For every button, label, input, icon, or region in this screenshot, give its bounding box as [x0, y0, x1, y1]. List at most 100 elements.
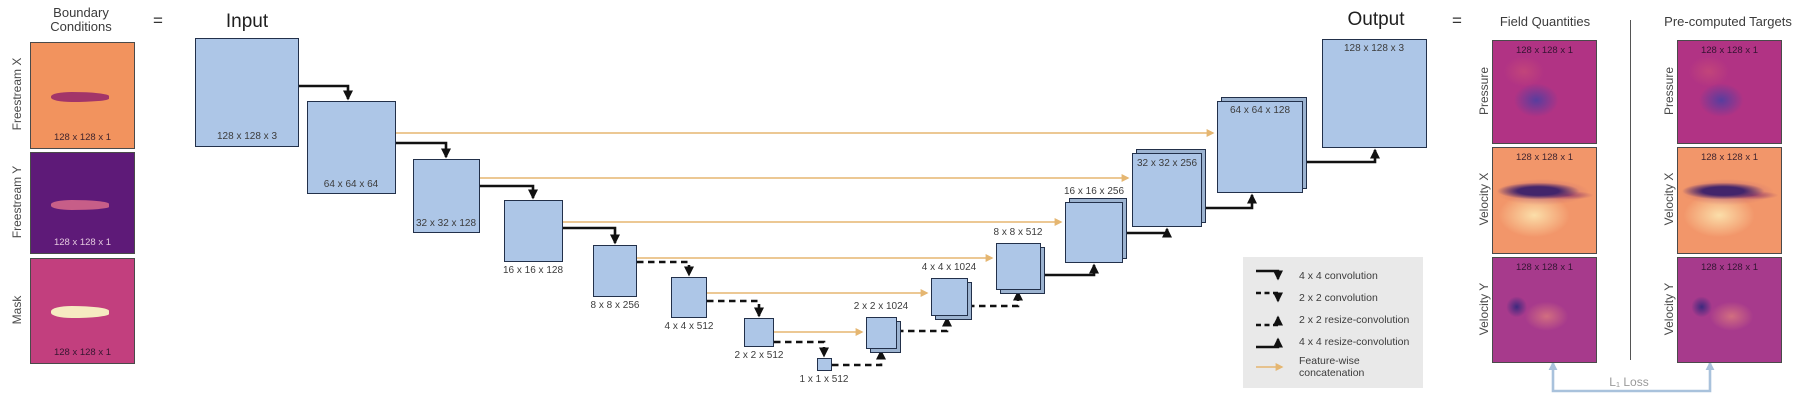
- precomputed-targets-title: Pre-computed Targets: [1664, 14, 1792, 29]
- input-title: Input: [225, 11, 269, 32]
- pt-velocity-y-image: 128 x 128 x 1: [1677, 257, 1782, 363]
- airfoil-shape: [50, 305, 110, 319]
- field-quantities-title: Field Quantities: [1499, 14, 1591, 29]
- l1-loss-label: L₁ Loss: [1609, 375, 1649, 389]
- unet-box-e2: [744, 318, 774, 347]
- fq-velocity-y-label: Velocity Y: [1477, 282, 1491, 336]
- unet-box-e32: [413, 159, 480, 233]
- image-dims: 128 x 128 x 1: [1700, 45, 1759, 56]
- box-dims-e2: 2 x 2 x 512: [734, 350, 784, 361]
- unet-box-d4: [931, 278, 972, 320]
- legend-label: Feature-wise concatenation: [1299, 355, 1365, 379]
- fq-velocity-x-label: Velocity X: [1477, 172, 1491, 226]
- output-title: Output: [1347, 9, 1405, 30]
- legend-label: 2 x 2 resize-convolution: [1299, 314, 1410, 326]
- mask-label: Mask: [10, 295, 24, 325]
- unet-box-e1: [817, 358, 832, 371]
- pt-velocity-x-image: 128 x 128 x 1: [1677, 147, 1782, 254]
- box-dims-d2: 2 x 2 x 1024: [853, 301, 909, 312]
- resize2-arrow-d2-d4: [897, 316, 952, 333]
- legend: 4 x 4 convolution 2 x 2 convolution 2 x …: [1243, 257, 1423, 388]
- image-dims: 128 x 128 x 1: [1700, 262, 1759, 273]
- legend-row: Feature-wise concatenation: [1243, 355, 1423, 379]
- unet-box-d32: [1132, 149, 1206, 227]
- unet-box-e8: [593, 245, 637, 297]
- pt-pressure-image: 128 x 128 x 1: [1677, 40, 1782, 144]
- unet-box-output: [1322, 39, 1427, 148]
- conv-arrow-input-e64: [299, 84, 353, 101]
- box-dims-input: 128 x 128 x 3: [216, 131, 278, 142]
- image-dims: 128 x 128 x 1: [53, 347, 112, 358]
- image-dims: 128 x 128 x 1: [1515, 262, 1574, 273]
- l1-loss-arrow: [1548, 361, 1715, 393]
- unet-box-d2: [866, 317, 901, 353]
- unet-box-e64: [307, 101, 396, 194]
- fq-pressure-label: Pressure: [1477, 66, 1491, 116]
- pt-pressure-label: Pressure: [1662, 66, 1676, 116]
- freestream-y-label: Freestream Y: [10, 165, 24, 239]
- unet-box-d8: [996, 243, 1045, 294]
- concat-arrow-icon: [1256, 363, 1284, 371]
- resize4-arrow-d64-output: [1303, 148, 1380, 164]
- box-dims-e8: 8 x 8 x 256: [590, 300, 640, 311]
- equals-right: =: [1452, 11, 1462, 30]
- box-dims-e64: 64 x 64 x 64: [323, 179, 379, 190]
- box-dims-e32: 32 x 32 x 128: [415, 218, 477, 229]
- box-dims-d8: 8 x 8 x 512: [993, 227, 1043, 238]
- box-dims-d16: 16 x 16 x 256: [1063, 186, 1125, 197]
- resize4-arrow-d16-d32: [1123, 227, 1172, 238]
- box-dims-output: 128 x 128 x 3: [1343, 43, 1405, 54]
- resize4-arrow-d8-d16: [1041, 263, 1099, 277]
- legend-label: 4 x 4 convolution: [1299, 270, 1378, 282]
- image-dims: 128 x 128 x 1: [1515, 152, 1574, 163]
- image-dims: 128 x 128 x 1: [1700, 152, 1759, 163]
- freestream-y-image: 128 x 128 x 1: [30, 152, 135, 254]
- resize2-arrow-icon: [1256, 315, 1283, 327]
- airfoil-shape: [50, 91, 110, 103]
- box-dims-e16: 16 x 16 x 128: [502, 265, 564, 276]
- unet-box-e4: [671, 277, 707, 318]
- resize2-arrow-d4-d8: [968, 290, 1023, 308]
- box-dims-e1: 1 x 1 x 512: [799, 374, 849, 385]
- legend-row: 4 x 4 resize-convolution: [1243, 331, 1423, 353]
- box-dims-d32: 32 x 32 x 256: [1136, 158, 1198, 169]
- legend-row: 4 x 4 convolution: [1243, 265, 1423, 287]
- legend-label: 2 x 2 convolution: [1299, 292, 1378, 304]
- resize4-arrow-icon: [1256, 337, 1283, 349]
- airfoil-shape: [50, 199, 110, 210]
- fq-velocity-x-image: 128 x 128 x 1: [1492, 147, 1597, 254]
- conv2-arrow-icon: [1256, 291, 1283, 303]
- resize2-arrow-e1-d2: [832, 349, 886, 367]
- resize4-arrow-d32-d64: [1202, 193, 1257, 210]
- legend-label: 4 x 4 resize-convolution: [1299, 336, 1410, 348]
- freestream-x-label: Freestream X: [10, 57, 24, 131]
- conv2-arrow-e8-e4: [637, 260, 694, 277]
- fq-pressure-image: 128 x 128 x 1: [1492, 40, 1597, 144]
- conv4-arrow-icon: [1256, 269, 1283, 281]
- mask-image: 128 x 128 x 1: [30, 258, 135, 364]
- image-dims: 128 x 128 x 1: [53, 237, 112, 248]
- box-dims-e4: 4 x 4 x 512: [664, 321, 714, 332]
- legend-row: 2 x 2 convolution: [1243, 287, 1423, 309]
- box-dims-d4: 4 x 4 x 1024: [921, 262, 977, 273]
- boundary-conditions-title: Boundary Conditions: [50, 5, 112, 35]
- conv-arrow-e32-e16: [480, 184, 538, 200]
- conv2-arrow-e2-e1: [774, 340, 829, 358]
- pt-velocity-x-label: Velocity X: [1662, 172, 1676, 226]
- box-dims-d64: 64 x 64 x 128: [1229, 105, 1291, 116]
- panel-divider: [1630, 20, 1631, 360]
- conv-arrow-e64-e32: [396, 141, 451, 159]
- unet-box-d16: [1065, 198, 1127, 263]
- conv2-arrow-e4-e2: [707, 299, 764, 318]
- equals-left: =: [153, 11, 163, 30]
- conv-arrow-e16-e8: [563, 226, 620, 245]
- unet-box-e16: [504, 200, 563, 262]
- unet-box-input: [195, 38, 299, 147]
- image-dims: 128 x 128 x 1: [53, 132, 112, 143]
- unet-box-d64: [1217, 97, 1307, 193]
- fq-velocity-y-image: 128 x 128 x 1: [1492, 257, 1597, 363]
- freestream-x-image: 128 x 128 x 1: [30, 42, 135, 149]
- pt-velocity-y-label: Velocity Y: [1662, 282, 1676, 336]
